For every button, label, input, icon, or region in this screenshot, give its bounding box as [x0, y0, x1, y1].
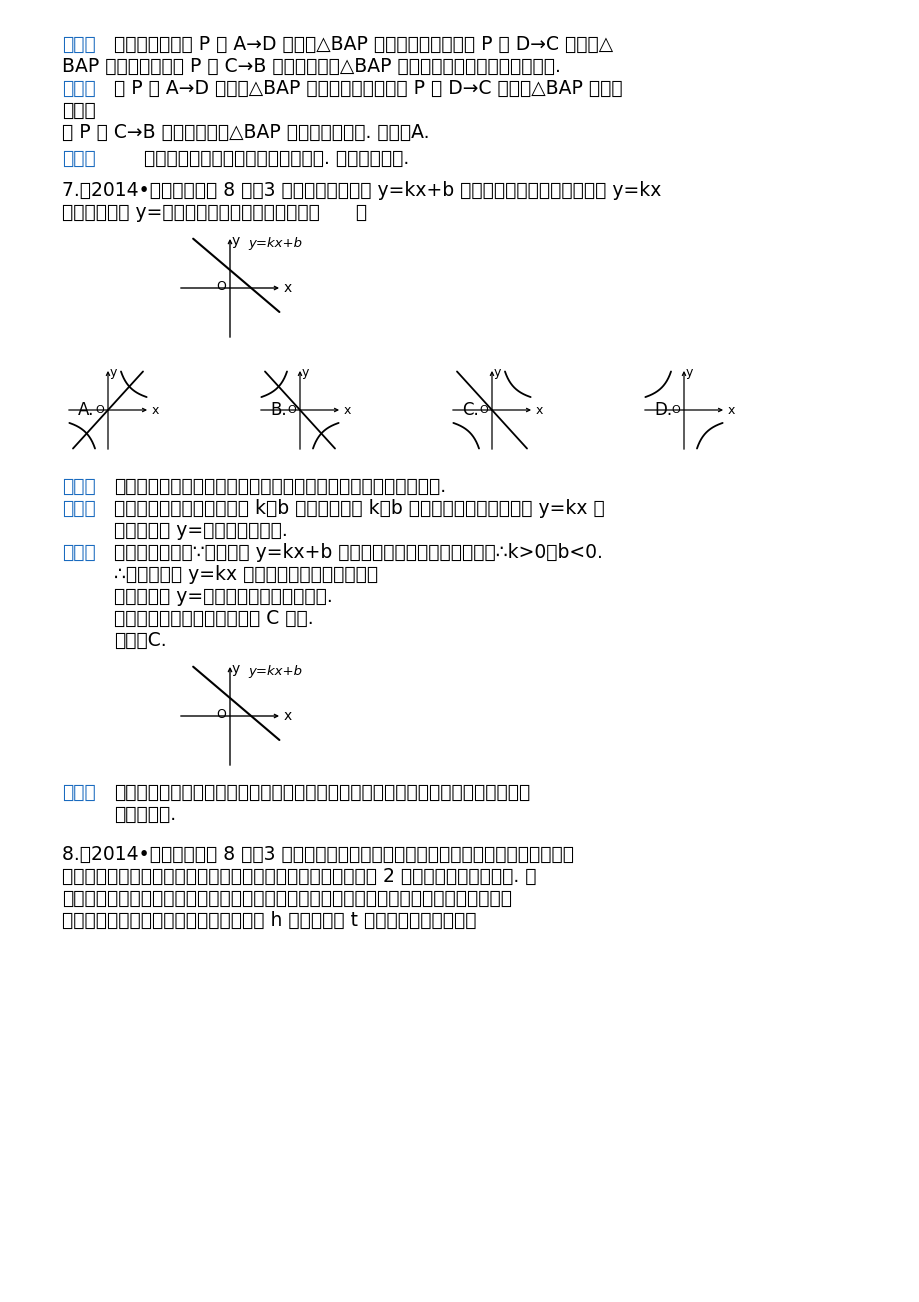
Text: 不变；: 不变；	[62, 102, 96, 120]
Text: B.: B.	[269, 401, 287, 419]
Text: 解：如图所示，∵一次函数 y=kx+b 的图象经过第一、三、四象限，∴k>0，b<0.: 解：如图所示，∵一次函数 y=kx+b 的图象经过第一、三、四象限，∴k>0，b…	[114, 543, 602, 562]
Text: D.: D.	[653, 401, 672, 419]
Text: O: O	[96, 405, 104, 415]
Text: x: x	[284, 710, 292, 723]
Text: 反比例函数的图象；一次函数的图象；一次函数图象与系数的关系.: 反比例函数的图象；一次函数的图象；一次函数图象与系数的关系.	[114, 477, 446, 496]
Text: O: O	[216, 280, 226, 293]
Text: 分三段来考虑点 P 沿 A→D 运动，△BAP 的面积逐渐变大；点 P 沿 D→C 移动，△: 分三段来考虑点 P 沿 A→D 运动，△BAP 的面积逐渐变大；点 P 沿 D→…	[114, 35, 612, 53]
Text: 8.（2014•江西抚州，第 8 题，3 分）一天，小亮看到家中的塑料桶中有一个竖直放置的玻璃: 8.（2014•江西抚州，第 8 题，3 分）一天，小亮看到家中的塑料桶中有一个…	[62, 845, 573, 865]
Text: y=kx+b: y=kx+b	[248, 665, 301, 678]
Text: x: x	[344, 404, 351, 417]
Text: y: y	[232, 661, 240, 676]
Text: 终竖直放置，则下列能反映容器最高水位 h 与注水时间 t 之间关系的大致图象是: 终竖直放置，则下列能反映容器最高水位 h 与注水时间 t 之间关系的大致图象是	[62, 911, 476, 930]
Text: x: x	[536, 404, 543, 417]
Text: 本题主要考查了动点问题的函数图象. 注意分段考虑.: 本题主要考查了动点问题的函数图象. 注意分段考虑.	[114, 148, 409, 168]
Text: 反比例函数 y=图象所在的象限.: 反比例函数 y=图象所在的象限.	[114, 521, 288, 540]
Text: y: y	[110, 366, 118, 379]
Text: x: x	[284, 281, 292, 296]
Text: y: y	[232, 234, 240, 247]
Text: 综上所述，符合条件的图象是 C 选项.: 综上所述，符合条件的图象是 C 选项.	[114, 609, 313, 628]
Text: 点 P 沿 A→D 运动，△BAP 的面积逐渐变大；点 P 沿 D→C 移动，△BAP 的面积: 点 P 沿 A→D 运动，△BAP 的面积逐渐变大；点 P 沿 D→C 移动，△…	[114, 79, 622, 98]
Text: O: O	[479, 405, 487, 415]
Text: 解答：: 解答：	[62, 79, 96, 98]
Text: C.: C.	[461, 401, 478, 419]
Text: y: y	[494, 366, 501, 379]
Text: A.: A.	[78, 401, 95, 419]
Text: y=kx+b: y=kx+b	[248, 237, 301, 250]
Text: 分析：: 分析：	[62, 35, 96, 53]
Text: 和反比例函数 y=在同一坐标系中的图象大致是（      ）: 和反比例函数 y=在同一坐标系中的图象大致是（ ）	[62, 203, 367, 223]
Text: 杯，桶子和玻璃杯的形状都是圆柱形，桶口的半径是杯口半径的 2 倍，其主视图如图所示. 小: 杯，桶子和玻璃杯的形状都是圆柱形，桶口的半径是杯口半径的 2 倍，其主视图如图所…	[62, 867, 536, 885]
Text: 亮决定做个试验：把塑料桶和玻璃杯看作一个容器，对准杯口匀速注水，注水过程中杯子始: 亮决定做个试验：把塑料桶和玻璃杯看作一个容器，对准杯口匀速注水，注水过程中杯子始	[62, 889, 512, 907]
Text: 点评：: 点评：	[62, 783, 96, 802]
Text: 点评：: 点评：	[62, 148, 96, 168]
Text: 分析：: 分析：	[62, 499, 96, 518]
Text: x: x	[152, 404, 159, 417]
Text: 能灵活解题.: 能灵活解题.	[114, 805, 176, 824]
Text: 考点：: 考点：	[62, 477, 96, 496]
Text: 反比例函数 y=的图象经过第二、四象限.: 反比例函数 y=的图象经过第二、四象限.	[114, 587, 333, 605]
Text: y: y	[686, 366, 693, 379]
Text: 解答：: 解答：	[62, 543, 96, 562]
Text: O: O	[216, 708, 226, 721]
Text: y: y	[301, 366, 309, 379]
Text: BAP 的面积不变；点 P 沿 C→B 的路径移动，△BAP 的面积逐渐减小，据此选择即可.: BAP 的面积不变；点 P 沿 C→B 的路径移动，△BAP 的面积逐渐减小，据…	[62, 57, 561, 76]
Text: O: O	[287, 405, 296, 415]
Text: 根据一次函数图象可以确定 k、b 的符号，根据 k、b 的符号来判定正比例函数 y=kx 和: 根据一次函数图象可以确定 k、b 的符号，根据 k、b 的符号来判定正比例函数 …	[114, 499, 604, 518]
Text: x: x	[727, 404, 734, 417]
Text: 点 P 沿 C→B 的路径移动，△BAP 的面积逐渐减小. 故选：A.: 点 P 沿 C→B 的路径移动，△BAP 的面积逐渐减小. 故选：A.	[62, 122, 429, 142]
Text: 故选：C.: 故选：C.	[114, 631, 166, 650]
Text: ∴正比例函数 y=kx 的图象经过第一、三象限，: ∴正比例函数 y=kx 的图象经过第一、三象限，	[114, 565, 378, 585]
Text: 7.（2014•湖南怀化，第 8 题，3 分）已知一次函数 y=kx+b 的图象如图，那么正比例函数 y=kx: 7.（2014•湖南怀化，第 8 题，3 分）已知一次函数 y=kx+b 的图象…	[62, 181, 661, 201]
Text: O: O	[671, 405, 679, 415]
Text: 本题主要考查了反比例函数的图象性质和一次函数的图象性质，要掌握它们的性质才: 本题主要考查了反比例函数的图象性质和一次函数的图象性质，要掌握它们的性质才	[114, 783, 529, 802]
